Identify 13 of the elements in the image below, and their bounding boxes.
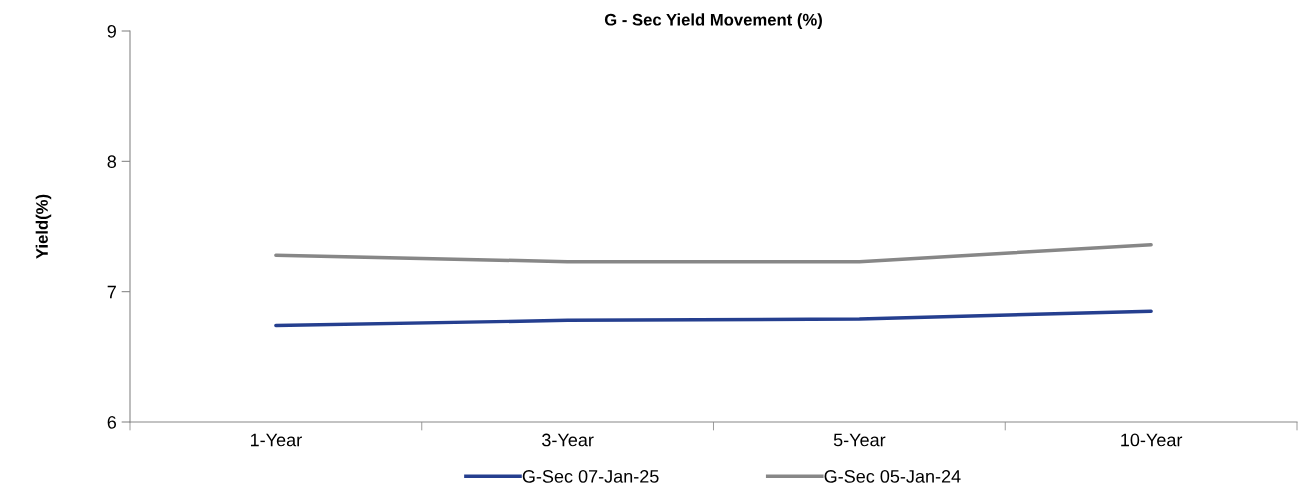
chart-title: G - Sec Yield Movement (%) xyxy=(604,13,822,29)
x-tick-label: 5-Year xyxy=(833,433,886,447)
x-tick-label: 3-Year xyxy=(542,433,594,447)
y-axis-title: Yield(%) xyxy=(35,194,52,259)
y-tick-label: 7 xyxy=(107,285,116,299)
y-tick-label: 6 xyxy=(107,415,117,429)
legend-label: G-Sec 05-Jan-24 xyxy=(824,470,961,483)
x-tick-label: 10-Year xyxy=(1121,433,1183,447)
line-series xyxy=(274,309,1153,328)
y-tick-label: 9 xyxy=(107,24,116,38)
x-tick-label: 1-Year xyxy=(250,433,302,447)
legend-label: G-Sec 07-Jan-25 xyxy=(522,470,659,483)
y-tick-label: 8 xyxy=(107,155,117,169)
